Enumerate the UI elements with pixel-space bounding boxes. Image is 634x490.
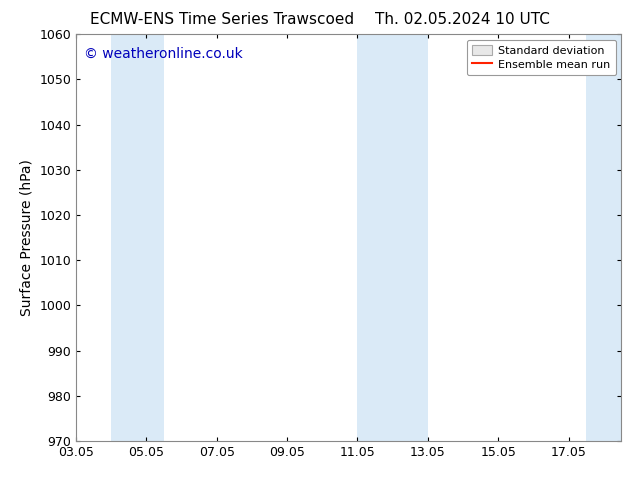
Text: Th. 02.05.2024 10 UTC: Th. 02.05.2024 10 UTC: [375, 12, 550, 27]
Bar: [586, 34, 625, 441]
Text: © weatheronline.co.uk: © weatheronline.co.uk: [84, 47, 243, 60]
Legend: Standard deviation, Ensemble mean run: Standard deviation, Ensemble mean run: [467, 40, 616, 75]
Text: ECMW-ENS Time Series Trawscoed: ECMW-ENS Time Series Trawscoed: [90, 12, 354, 27]
Bar: [358, 34, 428, 441]
Bar: [111, 34, 164, 441]
Y-axis label: Surface Pressure (hPa): Surface Pressure (hPa): [20, 159, 34, 316]
